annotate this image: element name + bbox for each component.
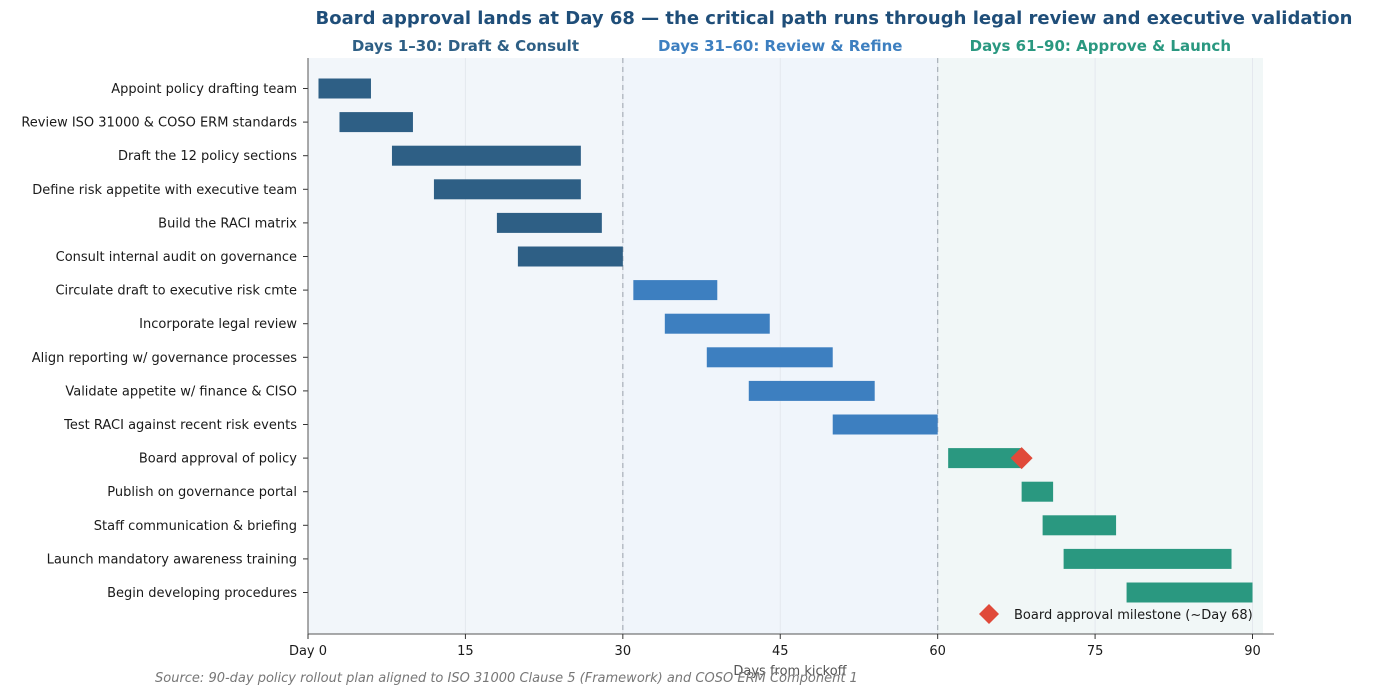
task-label: Staff communication & briefing xyxy=(94,519,297,534)
x-tick-label: Day 0 xyxy=(289,644,327,659)
task-label: Incorporate legal review xyxy=(139,317,297,332)
task-bar xyxy=(1063,548,1232,569)
task-bar xyxy=(496,212,602,233)
task-bar xyxy=(391,145,581,166)
task-bar xyxy=(748,380,875,401)
axes: Day 0 15 30 45 60 75 90 xyxy=(289,58,1274,659)
x-tick-label: 45 xyxy=(772,644,789,659)
x-tick-label: 60 xyxy=(929,644,946,659)
task-labels: Appoint policy drafting team Review ISO 3… xyxy=(21,82,297,601)
task-bar xyxy=(948,448,1022,469)
task-bar xyxy=(433,179,581,200)
legend-milestone-label: Board approval milestone (~Day 68) xyxy=(1014,608,1253,623)
task-bar xyxy=(664,313,770,334)
phase-label-1: Days 1–30: Draft & Consult xyxy=(352,37,579,55)
task-bar xyxy=(1021,481,1054,502)
task-bar xyxy=(517,246,623,267)
task-label: Board approval of policy xyxy=(139,452,297,467)
task-bar xyxy=(1126,582,1253,603)
phase-shade-3 xyxy=(937,58,1263,634)
milestone-marker xyxy=(1010,447,1033,470)
task-label: Validate appetite w/ finance & CISO xyxy=(65,384,297,399)
phase-labels: Days 1–30: Draft & Consult Days 31–60: Re… xyxy=(352,37,1231,55)
phase-dividers xyxy=(622,58,939,634)
task-label: Launch mandatory awareness training xyxy=(47,552,297,567)
x-tick-label: 90 xyxy=(1244,644,1261,659)
phase-label-3: Days 61–90: Approve & Launch xyxy=(970,37,1231,55)
task-label: Build the RACI matrix xyxy=(158,216,297,231)
task-label: Draft the 12 policy sections xyxy=(118,149,297,164)
legend-milestone-icon xyxy=(979,604,999,624)
task-label: Circulate draft to executive risk cmte xyxy=(55,284,297,299)
task-label: Consult internal audit on governance xyxy=(56,250,297,265)
phase-label-2: Days 31–60: Review & Refine xyxy=(658,37,902,55)
x-tick-label: 75 xyxy=(1087,644,1104,659)
source-note: Source: 90-day policy rollout plan align… xyxy=(155,671,858,686)
task-label: Begin developing procedures xyxy=(107,586,297,601)
chart-title: Board approval lands at Day 68 — the cri… xyxy=(316,8,1353,29)
task-bars xyxy=(318,78,1253,603)
task-bar xyxy=(318,78,371,99)
milestone-diamond xyxy=(1010,447,1033,470)
task-bar xyxy=(1042,515,1117,536)
task-bar xyxy=(339,112,413,133)
x-tick-label: 30 xyxy=(615,644,632,659)
task-label: Review ISO 31000 & COSO ERM standards xyxy=(21,116,297,131)
task-label: Appoint policy drafting team xyxy=(111,82,297,97)
legend: Board approval milestone (~Day 68) xyxy=(979,604,1253,624)
task-bar xyxy=(832,414,938,435)
task-bar xyxy=(633,280,718,301)
x-axis-label: Days from kickoff xyxy=(733,664,847,679)
task-bar xyxy=(706,347,833,368)
task-label: Publish on governance portal xyxy=(107,485,297,500)
x-tick-label: 15 xyxy=(457,644,474,659)
task-label: Test RACI against recent risk events xyxy=(63,418,297,433)
task-label: Align reporting w/ governance processes xyxy=(32,351,298,366)
task-label: Define risk appetite with executive team xyxy=(32,183,297,198)
phase-shading xyxy=(308,58,1263,634)
